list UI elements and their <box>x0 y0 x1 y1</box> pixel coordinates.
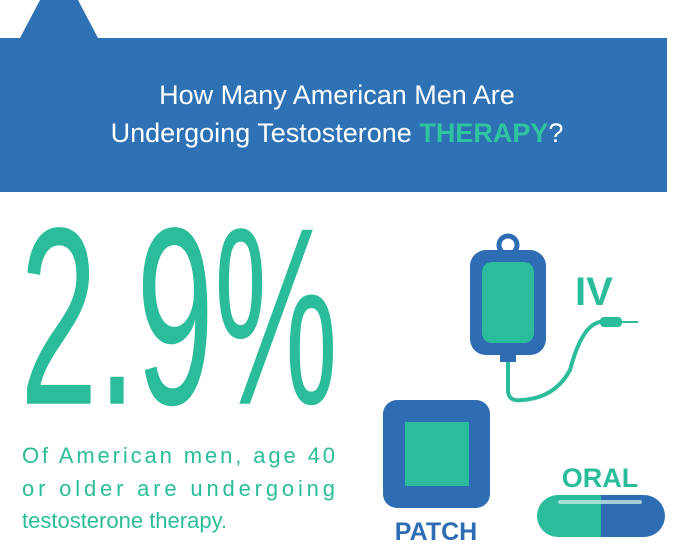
description-line: or older are undergoing <box>22 476 335 501</box>
banner <box>0 0 667 192</box>
patch-label: PATCH <box>395 518 477 546</box>
title-line: Undergoing Testosterone THERAPY? <box>111 118 564 148</box>
big-stat: 2.9% <box>20 176 338 459</box>
title-highlight: THERAPY <box>419 118 548 148</box>
title-end: ? <box>548 118 563 148</box>
patch-icon <box>383 400 490 508</box>
description-line: testosterone therapy. <box>22 508 227 533</box>
title-text: Undergoing Testosterone <box>111 118 412 148</box>
pill-icon <box>537 495 665 537</box>
iv-label: IV <box>575 270 613 314</box>
description-line: Of American men, age 40 <box>22 443 335 468</box>
oral-label: ORAL <box>562 463 639 493</box>
iv-icon <box>470 233 638 403</box>
title-line: How Many American Men Are <box>159 80 515 110</box>
